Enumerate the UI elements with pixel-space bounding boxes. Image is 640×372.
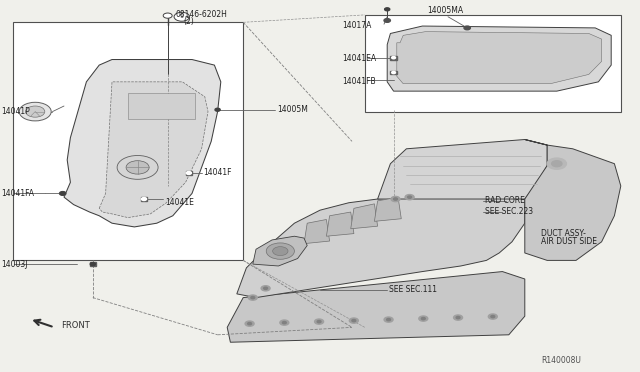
Text: DUCT ASSY-: DUCT ASSY- — [541, 229, 586, 238]
Circle shape — [60, 192, 65, 195]
Circle shape — [215, 108, 220, 111]
Polygon shape — [253, 236, 307, 266]
Polygon shape — [397, 32, 602, 84]
Polygon shape — [387, 26, 611, 91]
Circle shape — [248, 323, 252, 325]
Circle shape — [349, 318, 358, 323]
Circle shape — [385, 8, 390, 11]
Circle shape — [405, 195, 414, 200]
Text: 14041F: 14041F — [203, 169, 232, 177]
Text: (2): (2) — [183, 17, 194, 26]
Circle shape — [394, 198, 397, 200]
Circle shape — [552, 161, 562, 167]
Bar — [390, 71, 397, 74]
Polygon shape — [374, 197, 401, 221]
Circle shape — [282, 321, 286, 324]
Polygon shape — [99, 82, 208, 218]
Text: 14005MA: 14005MA — [428, 6, 463, 15]
Circle shape — [117, 155, 158, 179]
Circle shape — [266, 243, 294, 259]
Circle shape — [391, 196, 400, 202]
Bar — [390, 56, 397, 60]
Circle shape — [251, 296, 255, 299]
Circle shape — [387, 318, 390, 321]
Circle shape — [464, 26, 470, 30]
Polygon shape — [64, 60, 221, 227]
Circle shape — [26, 106, 45, 117]
Bar — [128, 93, 195, 119]
Text: R140008U: R140008U — [541, 356, 580, 365]
Text: 14041P: 14041P — [1, 107, 30, 116]
Circle shape — [317, 321, 321, 323]
Bar — [365, 15, 621, 112]
Polygon shape — [351, 204, 378, 229]
Circle shape — [488, 314, 497, 319]
Text: 14041FB: 14041FB — [342, 77, 376, 86]
Circle shape — [264, 287, 268, 289]
Circle shape — [392, 57, 396, 59]
Bar — [186, 171, 192, 175]
Text: 14005M: 14005M — [277, 105, 308, 114]
Circle shape — [456, 317, 460, 319]
Polygon shape — [227, 272, 525, 342]
Circle shape — [163, 13, 172, 18]
Text: FRONT: FRONT — [61, 321, 90, 330]
Circle shape — [60, 192, 66, 195]
Circle shape — [245, 321, 254, 326]
Text: AIR DUST SIDE: AIR DUST SIDE — [541, 237, 596, 246]
Polygon shape — [304, 219, 330, 244]
Text: 14003J: 14003J — [1, 260, 28, 269]
Circle shape — [174, 12, 189, 21]
Text: RAD CORE: RAD CORE — [485, 196, 525, 205]
Circle shape — [352, 320, 356, 322]
Circle shape — [141, 198, 147, 201]
Polygon shape — [326, 212, 354, 236]
Circle shape — [392, 71, 396, 74]
Text: 14041E: 14041E — [165, 198, 194, 207]
Text: 14017A: 14017A — [342, 21, 372, 30]
Circle shape — [90, 263, 95, 266]
Text: 14041EA: 14041EA — [342, 54, 376, 63]
Circle shape — [261, 286, 270, 291]
Circle shape — [315, 319, 324, 324]
Text: SEE SEC.111: SEE SEC.111 — [389, 285, 437, 294]
Circle shape — [248, 295, 257, 300]
Polygon shape — [525, 140, 621, 260]
Circle shape — [384, 19, 390, 22]
Circle shape — [491, 315, 495, 318]
Circle shape — [384, 317, 393, 322]
Bar — [141, 197, 147, 201]
Text: 14041FA: 14041FA — [1, 189, 35, 198]
Bar — [90, 262, 96, 266]
Circle shape — [126, 161, 149, 174]
Circle shape — [408, 196, 412, 198]
Text: 08146-6202H: 08146-6202H — [176, 10, 228, 19]
Polygon shape — [237, 193, 525, 298]
Circle shape — [273, 247, 288, 256]
Text: SEE SEC.223: SEE SEC.223 — [485, 207, 533, 216]
Circle shape — [186, 171, 191, 174]
Circle shape — [547, 158, 566, 169]
Circle shape — [419, 316, 428, 321]
Polygon shape — [378, 140, 547, 199]
Circle shape — [280, 320, 289, 325]
Bar — [13, 22, 243, 260]
Circle shape — [19, 102, 51, 121]
Circle shape — [454, 315, 463, 320]
Circle shape — [421, 317, 425, 320]
Text: 1: 1 — [180, 14, 184, 19]
